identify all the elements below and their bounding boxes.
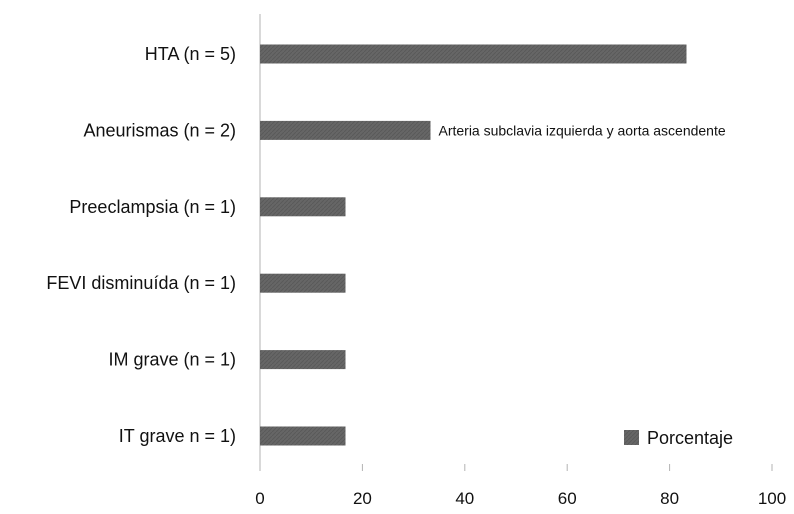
- x-tick-label: 0: [255, 489, 264, 508]
- x-tick-label: 60: [558, 489, 577, 508]
- legend: Porcentaje: [624, 428, 733, 448]
- category-label: Preeclampsia (n = 1): [69, 197, 236, 217]
- x-tick-label: 20: [353, 489, 372, 508]
- bar: [260, 426, 346, 446]
- category-label: IM grave (n = 1): [108, 350, 236, 370]
- x-tick-label: 40: [455, 489, 474, 508]
- category-label: HTA (n = 5): [145, 44, 236, 64]
- bar: [260, 273, 346, 293]
- x-tick-label: 100: [758, 489, 786, 508]
- bar-annotation: Arteria subclavia izquierda y aorta asce…: [438, 122, 725, 138]
- category-label: IT grave n = 1): [119, 426, 236, 446]
- category-label: FEVI disminuída (n = 1): [46, 273, 236, 293]
- category-label: Aneurismas (n = 2): [83, 120, 236, 140]
- bar: [260, 44, 687, 64]
- plot-area: 0 20 40 60 80 100 HTA (n = 5) Aneurismas (n = 2…: [46, 14, 786, 508]
- legend-swatch: [624, 430, 639, 445]
- legend-label: Porcentaje: [647, 428, 733, 448]
- bar: [260, 350, 346, 370]
- bar: [260, 197, 346, 217]
- bar: [260, 120, 431, 140]
- x-tick-label: 80: [660, 489, 679, 508]
